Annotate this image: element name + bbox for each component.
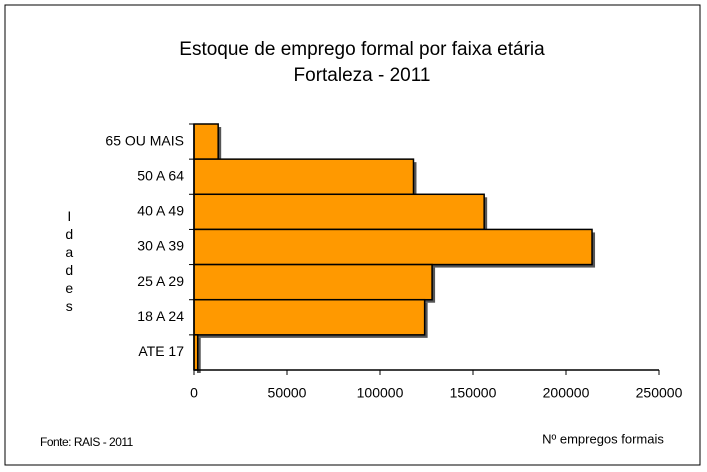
y-tick-label: 50 A 64 bbox=[137, 167, 184, 183]
x-axis-label: Nº empregos formais bbox=[542, 431, 664, 446]
y-tick-label: 18 A 24 bbox=[137, 308, 184, 324]
y-tick-label: 25 A 29 bbox=[137, 273, 184, 289]
bar bbox=[193, 193, 485, 231]
chart-subtitle: Fortaleza - 2011 bbox=[294, 65, 431, 86]
bar bbox=[193, 123, 219, 160]
bar bbox=[193, 228, 593, 266]
x-tick-label: 100000 bbox=[357, 385, 404, 401]
x-tick-label: 0 bbox=[190, 385, 198, 401]
bar bbox=[193, 298, 426, 336]
y-tick-label: 40 A 49 bbox=[137, 203, 184, 219]
y-tick-label: 65 OU MAIS bbox=[105, 132, 184, 148]
y-axis-label: Idades bbox=[61, 208, 77, 316]
bar-shadow bbox=[197, 337, 201, 373]
x-tick-label: 200000 bbox=[543, 385, 590, 401]
source-note: Fonte: RAIS - 2011 bbox=[40, 435, 134, 449]
bar bbox=[193, 263, 433, 301]
x-tick-label: 50000 bbox=[268, 385, 307, 401]
x-tick-label: 150000 bbox=[450, 385, 497, 401]
bar bbox=[193, 158, 415, 196]
y-tick-label: 30 A 39 bbox=[137, 238, 184, 254]
x-tick-label: 250000 bbox=[636, 385, 683, 401]
y-tick-label: ATE 17 bbox=[138, 343, 184, 359]
chart-title: Estoque de emprego formal por faixa etár… bbox=[179, 39, 545, 60]
